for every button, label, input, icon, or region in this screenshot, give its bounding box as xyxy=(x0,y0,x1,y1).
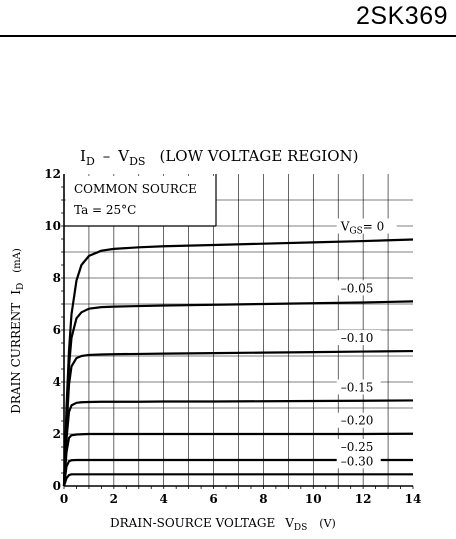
chart-title: ID – VDS (LOW VOLTAGE REGION) xyxy=(80,147,359,168)
y-tick-label: 8 xyxy=(53,271,61,285)
series-label-bg xyxy=(336,330,381,346)
title-dash: – xyxy=(103,147,111,165)
title-vds-symbol: V xyxy=(117,147,130,165)
series-curve-3 xyxy=(62,399,414,487)
conditions-box xyxy=(66,176,216,226)
x-tick-label: 0 xyxy=(60,492,68,506)
series-label-bg xyxy=(336,453,381,469)
x-tick-label: 12 xyxy=(355,492,372,506)
y-tick-label: 6 xyxy=(53,323,61,337)
series-labels: VGS= 0 –0.05 –0.10 –0.15 –0.20 –0.25–0.30 xyxy=(336,218,397,469)
y-axis-label: DRAIN CURRENT ID (mA) xyxy=(9,248,26,414)
series-label-4: –0.20 xyxy=(341,414,374,428)
series-curve-6 xyxy=(62,473,413,487)
x-axis-symbol: V xyxy=(284,516,294,530)
x-tick-label: 10 xyxy=(305,492,322,506)
y-axis-symbol: I xyxy=(9,290,23,295)
x-axis-label-text: DRAIN-SOURCE VOLTAGE xyxy=(110,516,275,530)
page-header: 2SK369 xyxy=(0,0,456,40)
title-id-sub: D xyxy=(86,155,95,168)
x-tick-label: 2 xyxy=(110,492,118,506)
conditions-temperature: Ta = 25°C xyxy=(74,203,136,217)
series-label-bg xyxy=(336,379,381,395)
series-label-bg xyxy=(336,280,381,296)
x-axis-label: DRAIN-SOURCE VOLTAGE VDS (V) xyxy=(110,516,336,533)
series-label-3: –0.15 xyxy=(341,380,374,394)
conditions-common-source: COMMON SOURCE xyxy=(74,182,197,196)
part-number: 2SK369 xyxy=(356,2,448,30)
x-axis-symbol-sub: DS xyxy=(294,523,307,533)
series-label-0: VGS= 0 xyxy=(340,220,385,237)
series-curve-4 xyxy=(62,432,414,487)
title-region: (LOW VOLTAGE REGION) xyxy=(159,147,358,165)
series-label-1: –0.05 xyxy=(341,281,374,295)
series-label-6: –0.30 xyxy=(341,454,374,468)
series-label-5: –0.25 xyxy=(341,440,374,454)
y-axis-label-text: DRAIN CURRENT xyxy=(9,303,23,414)
y-tick-label: 4 xyxy=(53,375,61,389)
series-label-bg xyxy=(336,218,397,234)
title-vds-sub: DS xyxy=(129,155,145,168)
x-tick-label: 14 xyxy=(405,492,422,506)
series-curve-2 xyxy=(62,349,414,487)
x-axis-unit: (V) xyxy=(319,517,336,530)
series-curve-5 xyxy=(62,458,413,487)
y-tick-label: 2 xyxy=(53,427,61,441)
header-rule xyxy=(0,35,456,37)
x-tick-label: 8 xyxy=(259,492,267,506)
y-tick-label: 0 xyxy=(53,479,61,493)
curves xyxy=(62,238,414,487)
series-curve-1 xyxy=(62,300,414,487)
series-curve-0 xyxy=(62,238,414,487)
title-id-symbol: I xyxy=(80,147,86,165)
y-axis-symbol-sub: D xyxy=(16,283,26,290)
x-tick-label: 6 xyxy=(209,492,217,506)
series-label-2: –0.10 xyxy=(341,331,374,345)
x-tick-label: 4 xyxy=(160,492,168,506)
y-tick-label: 12 xyxy=(44,167,61,181)
y-axis-unit: (mA) xyxy=(12,248,23,273)
series-label-bg xyxy=(336,412,381,428)
series-label-bg xyxy=(336,439,381,454)
y-tick-label: 10 xyxy=(44,219,61,233)
